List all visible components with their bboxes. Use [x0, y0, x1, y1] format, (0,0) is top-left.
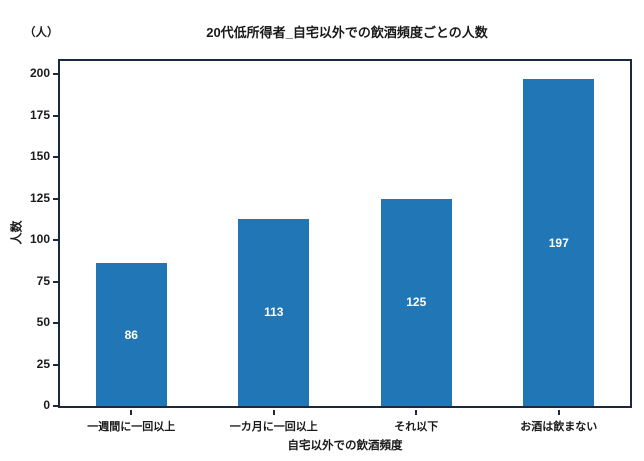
y-tick-mark: [53, 156, 58, 159]
y-tick-mark: [53, 114, 58, 117]
bar-value-label: 86: [124, 327, 138, 342]
plot-area: 0 25 50 75 100 125 150 175 200 86 一週間に一回以上 113 一カ月に一…: [30, 59, 632, 433]
y-tick-label: 150: [29, 149, 50, 164]
bar-4: 197: [523, 79, 595, 406]
y-tick-label: 50: [36, 315, 50, 330]
y-tick-label: 125: [29, 190, 50, 205]
bar-value-label: 113: [264, 305, 284, 320]
y-tick-mark: [53, 405, 58, 407]
x-tick-mark: [557, 410, 560, 415]
y-axis-unit-label: （人）: [24, 27, 59, 39]
bar-2: 113: [238, 218, 310, 406]
y-tick-label: 100: [29, 232, 50, 247]
y-tick-label: 75: [36, 273, 50, 288]
bar-value-label: 125: [406, 295, 427, 310]
y-tick-label: 0: [43, 398, 50, 412]
x-tick-label: お酒は飲まない: [520, 421, 598, 433]
x-tick-mark: [415, 410, 418, 415]
y-tick-mark: [53, 322, 58, 325]
bar-value-label: 197: [548, 235, 569, 250]
y-tick-mark: [53, 197, 58, 200]
y-tick-mark: [53, 280, 58, 283]
y-tick-mark: [53, 73, 58, 76]
y-tick-label: 200: [29, 66, 50, 81]
x-tick-label: それ以下: [394, 421, 439, 433]
y-tick-mark: [53, 239, 58, 242]
y-tick-mark: [53, 363, 58, 366]
x-tick-mark: [130, 410, 133, 415]
y-tick-label: 175: [29, 107, 50, 122]
x-tick-label: 一週間に一回以上: [87, 421, 176, 433]
x-axis-label: 自宅以外での飲酒頻度: [287, 440, 403, 452]
x-tick-mark: [272, 410, 275, 415]
bar-3: 125: [380, 198, 452, 406]
y-tick-label: 25: [36, 356, 50, 371]
chart-title: 20代低所得者_自宅以外での飲酒頻度ごとの人数: [206, 25, 488, 40]
bar-1: 86: [95, 263, 167, 406]
x-tick-label: 一カ月に一回以上: [229, 421, 318, 433]
